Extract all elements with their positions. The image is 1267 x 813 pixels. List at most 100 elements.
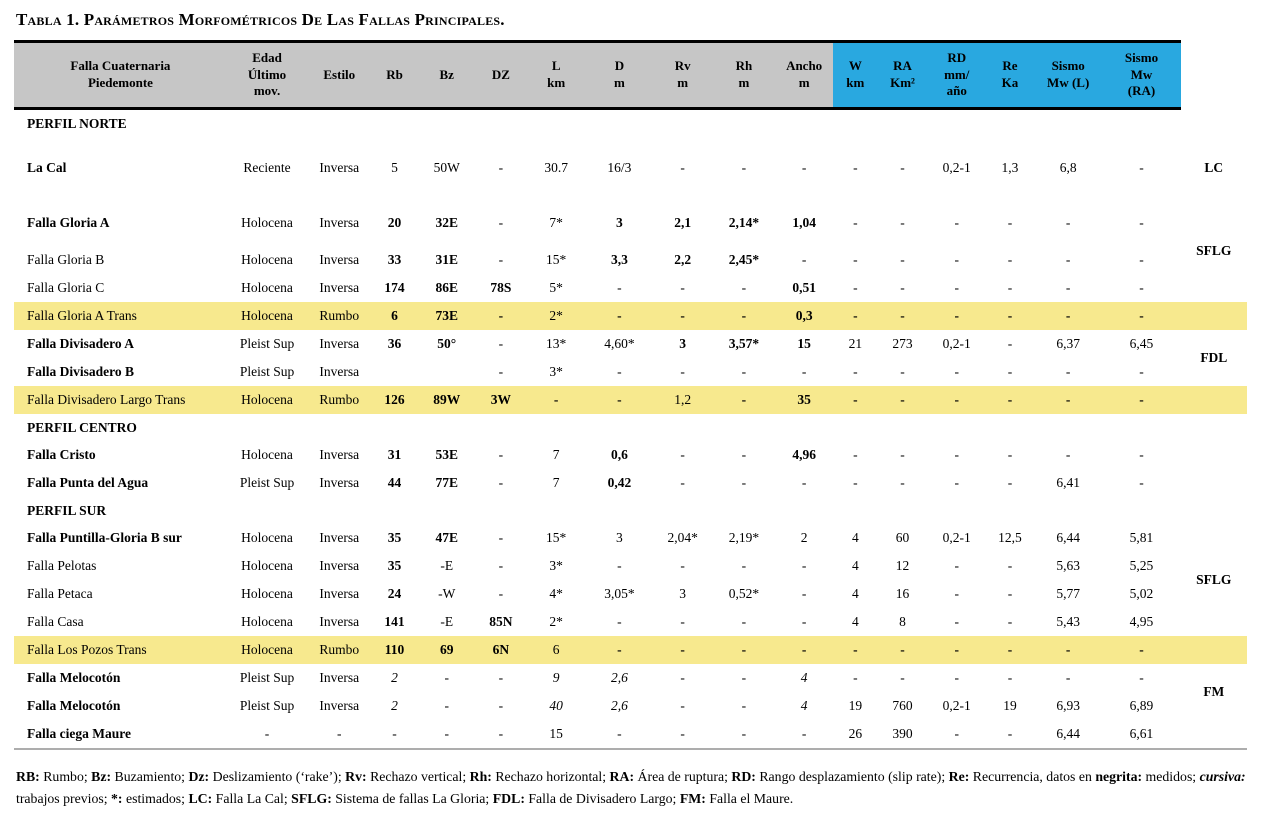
value-cell: - xyxy=(680,447,685,462)
value-cell: - xyxy=(900,160,905,175)
value-cell: 273 xyxy=(892,336,913,351)
value-cell: - xyxy=(775,636,834,664)
value-cell: 16 xyxy=(895,586,910,601)
value-cell: 3 xyxy=(616,214,623,230)
value-cell: Holocena xyxy=(241,252,293,267)
value-cell: - xyxy=(1065,447,1071,462)
value-cell: - xyxy=(853,160,858,175)
value-cell: 85N xyxy=(489,614,513,629)
value-cell: 2,04* xyxy=(667,530,698,545)
value-cell: - xyxy=(498,447,504,462)
value-cell: - xyxy=(741,698,747,713)
section-label: PERFIL NORTE xyxy=(27,115,127,131)
value-cell: 7 xyxy=(552,475,560,490)
value-cell: - xyxy=(900,475,905,490)
value-cell: - xyxy=(833,386,878,414)
value-cell: - xyxy=(1139,447,1144,462)
value-cell: 6,89 xyxy=(1129,698,1154,713)
footnote-term: Bz: xyxy=(91,769,112,784)
value-cell: 6,8 xyxy=(1059,160,1077,175)
value-cell: - xyxy=(1065,280,1071,295)
value-cell: - xyxy=(617,558,622,573)
value-cell: 0,2-1 xyxy=(942,530,971,545)
table-row: Falla Gloria B Holocena Inversa 33 31E - 15* 3,… xyxy=(14,246,1247,274)
value-cell: Holocena xyxy=(226,302,308,330)
value-cell: 30.7 xyxy=(544,160,568,175)
fault-name-cell: Falla Gloria A Trans xyxy=(14,302,227,330)
value-cell: - xyxy=(954,558,959,573)
value-cell: 15 xyxy=(797,336,811,351)
value-cell: 3* xyxy=(549,364,563,379)
value-cell: 78S xyxy=(490,280,512,295)
table-row: Falla Gloria C Holocena Inversa 174 86E 78S 5*… xyxy=(14,274,1247,302)
value-cell: - xyxy=(617,614,622,629)
value-cell: - xyxy=(985,302,1035,330)
value-cell: - xyxy=(900,214,905,230)
value-cell: - xyxy=(954,586,959,601)
value-cell: - xyxy=(985,720,1035,750)
value-cell: - xyxy=(954,280,959,295)
value-cell: 3W xyxy=(475,386,527,414)
value-cell: Holocena xyxy=(241,614,293,629)
value-cell: Inversa xyxy=(319,614,360,629)
value-cell xyxy=(371,358,417,386)
fault-system-label-empty xyxy=(1180,636,1247,664)
value-cell: 6,41 xyxy=(1056,475,1080,490)
table-row: La Cal Reciente Inversa 5 50W - 30.7 16/3 - - - - - 0… xyxy=(14,137,1247,199)
value-cell: - xyxy=(1007,558,1013,573)
value-cell: - xyxy=(680,475,685,490)
value-cell: - xyxy=(1007,586,1013,601)
section-label: PERFIL CENTRO xyxy=(27,419,137,435)
value-cell: Inversa xyxy=(319,160,360,175)
value-cell: 0,3 xyxy=(775,302,834,330)
value-cell: - xyxy=(498,586,504,601)
value-cell: - xyxy=(900,280,905,295)
table-row: Falla Puntilla-Gloria B sur Holocena Inver… xyxy=(14,524,1247,587)
value-cell: - xyxy=(954,475,959,490)
value-cell: Inversa xyxy=(319,364,360,379)
value-cell: - xyxy=(1139,252,1144,267)
value-cell: 86E xyxy=(435,280,458,295)
value-cell: 4,60* xyxy=(604,336,635,351)
value-cell: 2,14* xyxy=(728,214,760,230)
value-cell: 53E xyxy=(435,447,458,462)
fault-system-label-empty xyxy=(1180,302,1247,330)
footnote-term: RB: xyxy=(16,769,40,784)
footnote-term: FM: xyxy=(679,791,706,807)
fault-name-cell: Falla Gloria A xyxy=(27,214,110,230)
value-cell: - xyxy=(741,280,747,295)
column-header: RD mm/año xyxy=(927,40,986,110)
value-cell: 4 xyxy=(800,698,808,713)
footnote-term: SFLG: xyxy=(291,791,332,807)
fault-name-cell: Falla Divisadero B xyxy=(27,364,135,379)
value-cell: - xyxy=(680,280,685,295)
fault-name-cell: Falla ciega Maure xyxy=(14,720,227,750)
value-cell: Rumbo xyxy=(307,636,372,664)
value-cell: - xyxy=(1007,670,1013,685)
table-row: Falla Los Pozos Trans Holocena Rumbo 110 69 6… xyxy=(14,636,1247,664)
value-cell: 50W xyxy=(433,160,460,175)
value-cell: 6 xyxy=(371,302,418,330)
column-header xyxy=(1180,41,1247,109)
header-row: Falla Cuaternaria Piedemonte Edad Último mov… xyxy=(14,40,1247,110)
value-cell: 3 xyxy=(679,586,687,601)
section-row: PERFIL CENTRO xyxy=(14,414,1247,441)
value-cell: 19 xyxy=(848,698,863,713)
value-cell: - xyxy=(1007,614,1013,629)
value-cell: - xyxy=(1007,475,1013,490)
value-cell: - xyxy=(586,302,653,330)
value-cell: - xyxy=(741,447,747,462)
value-cell: - xyxy=(900,670,905,685)
value-cell: - xyxy=(1065,670,1071,685)
value-cell: - xyxy=(1034,302,1103,330)
value-cell: 33 xyxy=(387,252,402,267)
value-cell: 4 xyxy=(851,586,859,601)
value-cell: - xyxy=(586,720,653,750)
column-header: Falla Cuaternaria Piedemonte xyxy=(14,40,227,110)
value-cell: - xyxy=(680,614,685,629)
value-cell: - xyxy=(954,670,959,685)
value-cell: 12,5 xyxy=(998,530,1022,545)
value-cell: 141 xyxy=(384,614,405,629)
value-cell: Pleist Sup xyxy=(239,336,295,351)
